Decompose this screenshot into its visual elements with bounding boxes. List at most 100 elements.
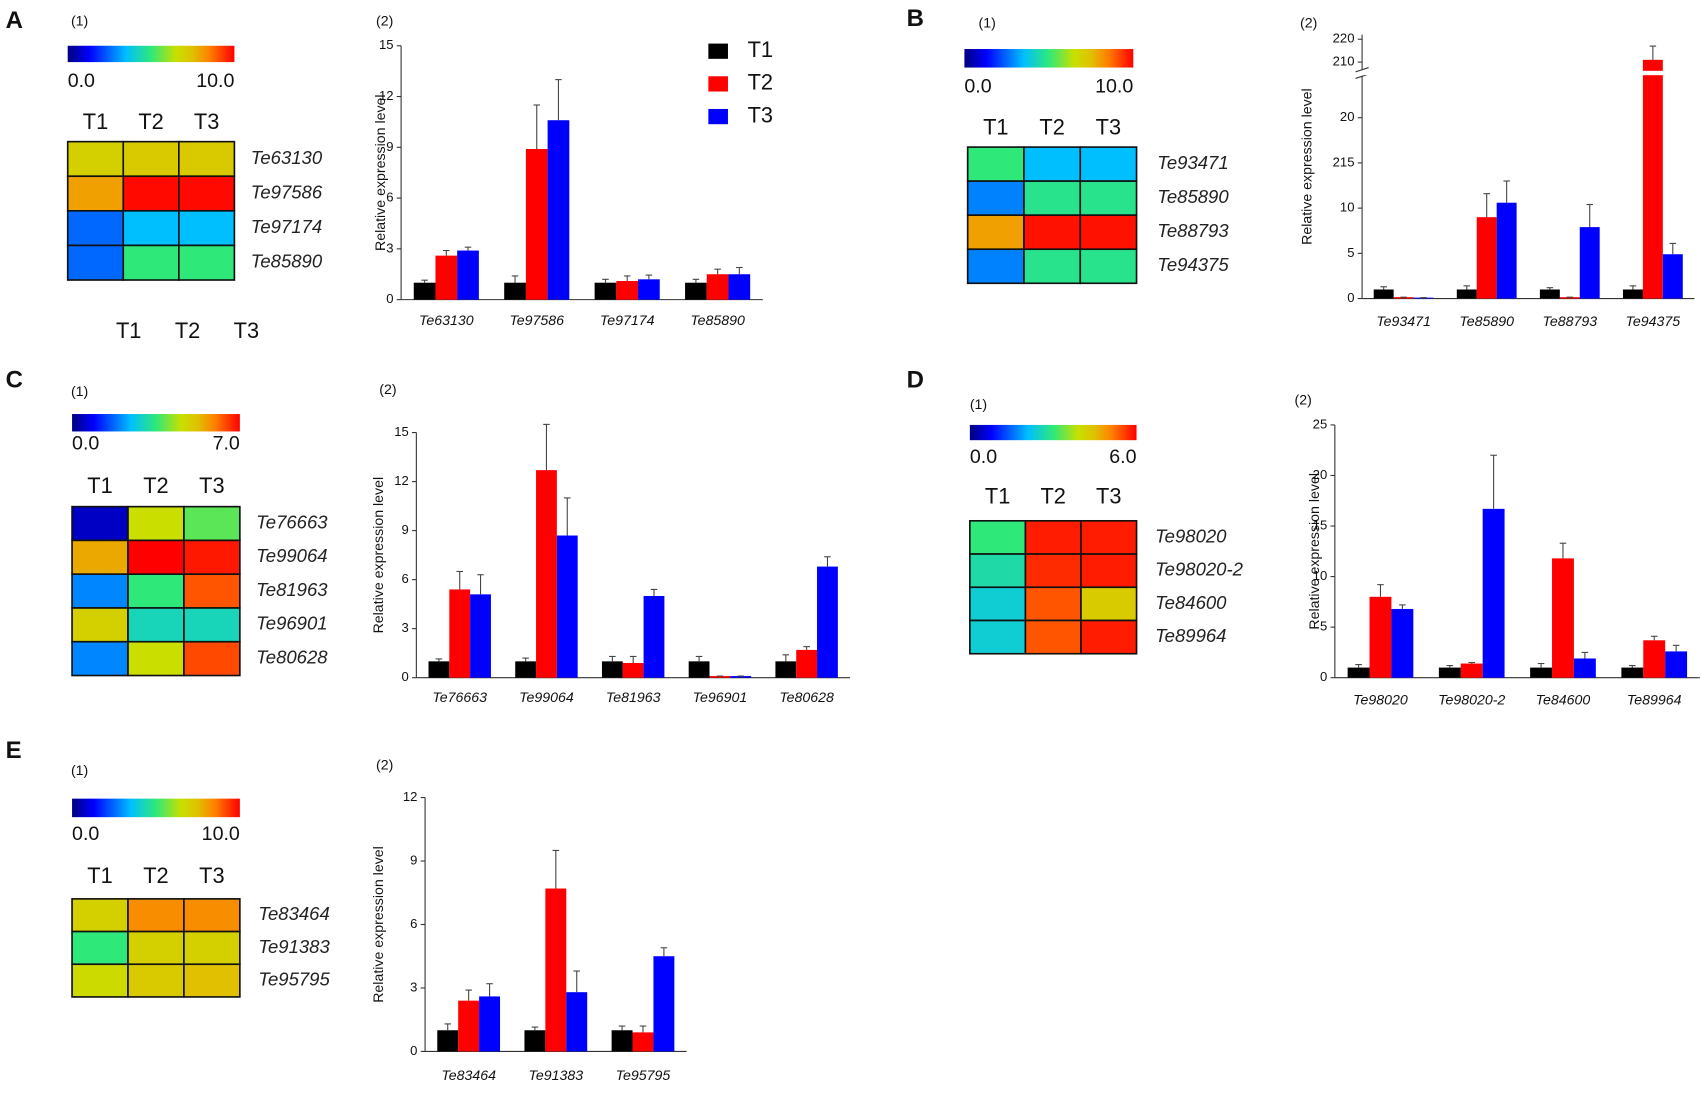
colorbar — [67, 45, 235, 63]
y-tick-label: 0 — [410, 1043, 417, 1058]
colorbar-label: 0.0 — [964, 75, 991, 97]
column-header: T3 — [1096, 484, 1121, 509]
heatmap-cell — [966, 146, 1025, 182]
heatmap-cell — [66, 140, 125, 178]
heatmap-cell — [1023, 214, 1082, 251]
colorbar-label: 10.0 — [1095, 75, 1133, 97]
bar — [435, 255, 458, 300]
x-tick-label: Te76663 — [432, 690, 487, 706]
row-label: Te84600 — [1155, 592, 1227, 613]
heatmap-cell — [71, 607, 129, 643]
footer-label: T1 — [116, 318, 141, 343]
bar — [1369, 596, 1392, 678]
y-axis-title: Relative expression level — [1299, 88, 1315, 245]
x-tick-label: Te63130 — [419, 313, 474, 329]
colorbar-label: 0.0 — [970, 446, 997, 468]
row-label: Te97586 — [251, 181, 323, 202]
x-tick-label: Te83464 — [441, 1068, 496, 1084]
y-tick-label: 10 — [1313, 568, 1328, 583]
row-label: Te81963 — [256, 579, 328, 600]
heatmap-cell — [183, 963, 241, 998]
sub-label: (2) — [1295, 393, 1312, 409]
panel-letter: D — [907, 367, 924, 394]
bar — [796, 649, 818, 678]
bar — [730, 676, 752, 678]
bar — [1622, 289, 1643, 299]
bar — [1482, 508, 1505, 678]
row-label: Te63130 — [251, 147, 323, 168]
x-tick-label: Te98020 — [1353, 692, 1408, 708]
heatmap-cell — [1024, 586, 1082, 622]
sub-label: (2) — [376, 758, 393, 774]
y-tick-label: 9 — [386, 139, 393, 154]
x-tick-label: Te95795 — [616, 1068, 671, 1084]
bar — [775, 661, 797, 678]
heatmap-cell — [966, 248, 1025, 285]
heatmap-cell — [969, 553, 1027, 589]
heatmap-cell — [1079, 248, 1138, 285]
heatmap-cell — [127, 573, 185, 609]
bar — [1643, 640, 1666, 678]
column-header: T1 — [87, 473, 112, 498]
x-tick-label: Te94375 — [1626, 314, 1681, 330]
heatmap-cell — [183, 930, 241, 966]
heatmap-cell — [178, 140, 236, 178]
bar — [728, 274, 751, 300]
bar — [685, 282, 707, 300]
column-header: T1 — [83, 109, 108, 134]
heatmap-cell — [66, 175, 125, 212]
heatmap-cell — [1023, 180, 1082, 217]
y-tick-label: 12 — [403, 789, 418, 804]
bar — [428, 661, 450, 678]
bar — [1665, 651, 1688, 678]
legend-label: T2 — [748, 70, 773, 95]
heatmap-cell — [127, 505, 185, 542]
y-tick-label: 12 — [379, 88, 394, 103]
heatmap-cell — [127, 963, 185, 998]
sub-label: (1) — [71, 763, 88, 779]
heatmap-cell — [71, 539, 129, 576]
heatmap-cell — [1080, 553, 1138, 589]
bar — [1347, 667, 1370, 678]
bar — [1393, 297, 1414, 299]
bar — [1438, 667, 1461, 678]
heatmap-cell — [71, 930, 129, 966]
y-axis-title: Relative expression level — [373, 94, 389, 251]
row-label: Te89964 — [1155, 625, 1226, 646]
x-tick-label: Te96901 — [693, 690, 748, 706]
bar — [594, 282, 617, 300]
heatmap-cell — [1024, 519, 1082, 555]
colorbar-label: 10.0 — [196, 70, 234, 92]
bar — [1456, 289, 1477, 299]
bar — [1621, 667, 1644, 678]
heatmap-cell — [1024, 553, 1082, 589]
heatmap-cell — [71, 640, 129, 677]
y-tick-label: 15 — [394, 424, 409, 439]
x-tick-label: Te97174 — [600, 313, 655, 329]
heatmap-cell — [122, 175, 180, 212]
x-tick-label: Te98020-2 — [1438, 692, 1505, 708]
sub-label: (2) — [1300, 16, 1317, 32]
x-tick-label: Te88793 — [1542, 314, 1597, 330]
heatmap-cell — [127, 930, 185, 966]
sub-label: (2) — [379, 382, 396, 398]
panel-letter: E — [6, 737, 22, 764]
heatmap-cell — [969, 519, 1027, 555]
x-tick-label: Te81963 — [606, 690, 661, 706]
heatmap-cell — [178, 175, 236, 212]
bar — [556, 535, 578, 678]
heatmap-cell — [1080, 619, 1138, 655]
y-tick-label: 9 — [410, 852, 417, 867]
row-label: Te80628 — [256, 647, 328, 668]
heatmap-cell — [969, 619, 1027, 655]
y-tick-label: 0 — [1347, 290, 1354, 305]
bar — [437, 1030, 459, 1052]
row-label: Te95795 — [258, 968, 330, 989]
heatmap-cell — [178, 210, 236, 247]
bar — [1373, 289, 1394, 299]
y-tick-label: 15 — [1313, 517, 1328, 532]
colorbar — [964, 49, 1134, 68]
y-axis-title: Relative expression level — [1307, 473, 1323, 630]
heatmap-cell — [66, 244, 125, 281]
